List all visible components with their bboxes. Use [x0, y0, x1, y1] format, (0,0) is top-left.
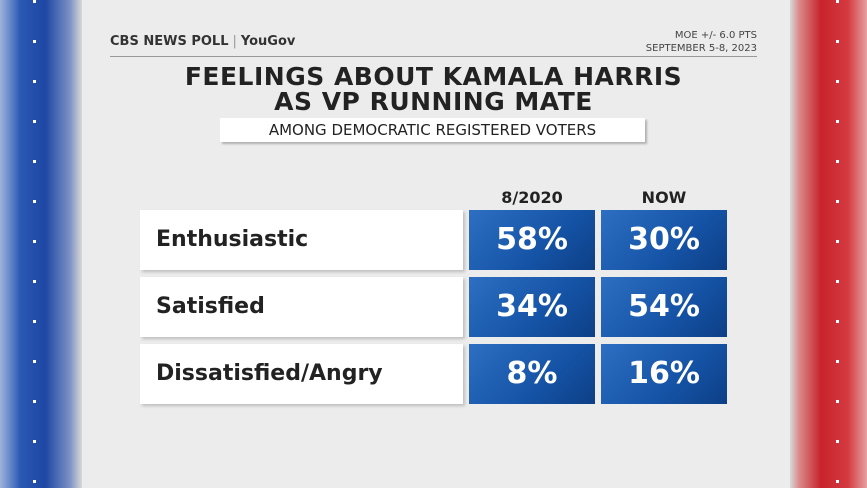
brand: CBS NEWS POLL [110, 34, 229, 49]
dates: SEPTEMBER 5-8, 2023 [645, 43, 757, 54]
title: AS VP RUNNING MATE [274, 87, 593, 116]
rule [110, 56, 757, 57]
row-label: Satisfied [140, 277, 463, 337]
cell-value: 34% [469, 277, 595, 337]
cell-value: 16% [601, 344, 727, 404]
dots [836, 0, 839, 488]
red-stripe [790, 0, 867, 488]
meta: MOE +/- 6.0 PTS SEPTEMBER 5-8, 2023 [646, 29, 757, 55]
partner: YouGov [240, 34, 296, 49]
blue-stripe [0, 0, 82, 488]
cell-value: 30% [601, 210, 727, 270]
column-header: 8/2020 [501, 188, 563, 207]
title: FEELINGS ABOUT KAMALA HARRIS [184, 62, 683, 91]
dots [33, 0, 36, 488]
row-label: Enthusiastic [140, 210, 463, 270]
row-label: Dissatisfied/Angry [140, 344, 463, 404]
cell-value: 54% [601, 277, 727, 337]
cell-value: 8% [469, 344, 595, 404]
subtitle: AMONG DEMOCRATIC REGISTERED VOTERS [220, 118, 645, 142]
column-header: NOW [641, 188, 687, 207]
cell-value: 58% [469, 210, 595, 270]
brand-line: CBS NEWS POLL | YouGov [110, 34, 296, 49]
moe: MOE +/- 6.0 PTS [674, 30, 757, 41]
